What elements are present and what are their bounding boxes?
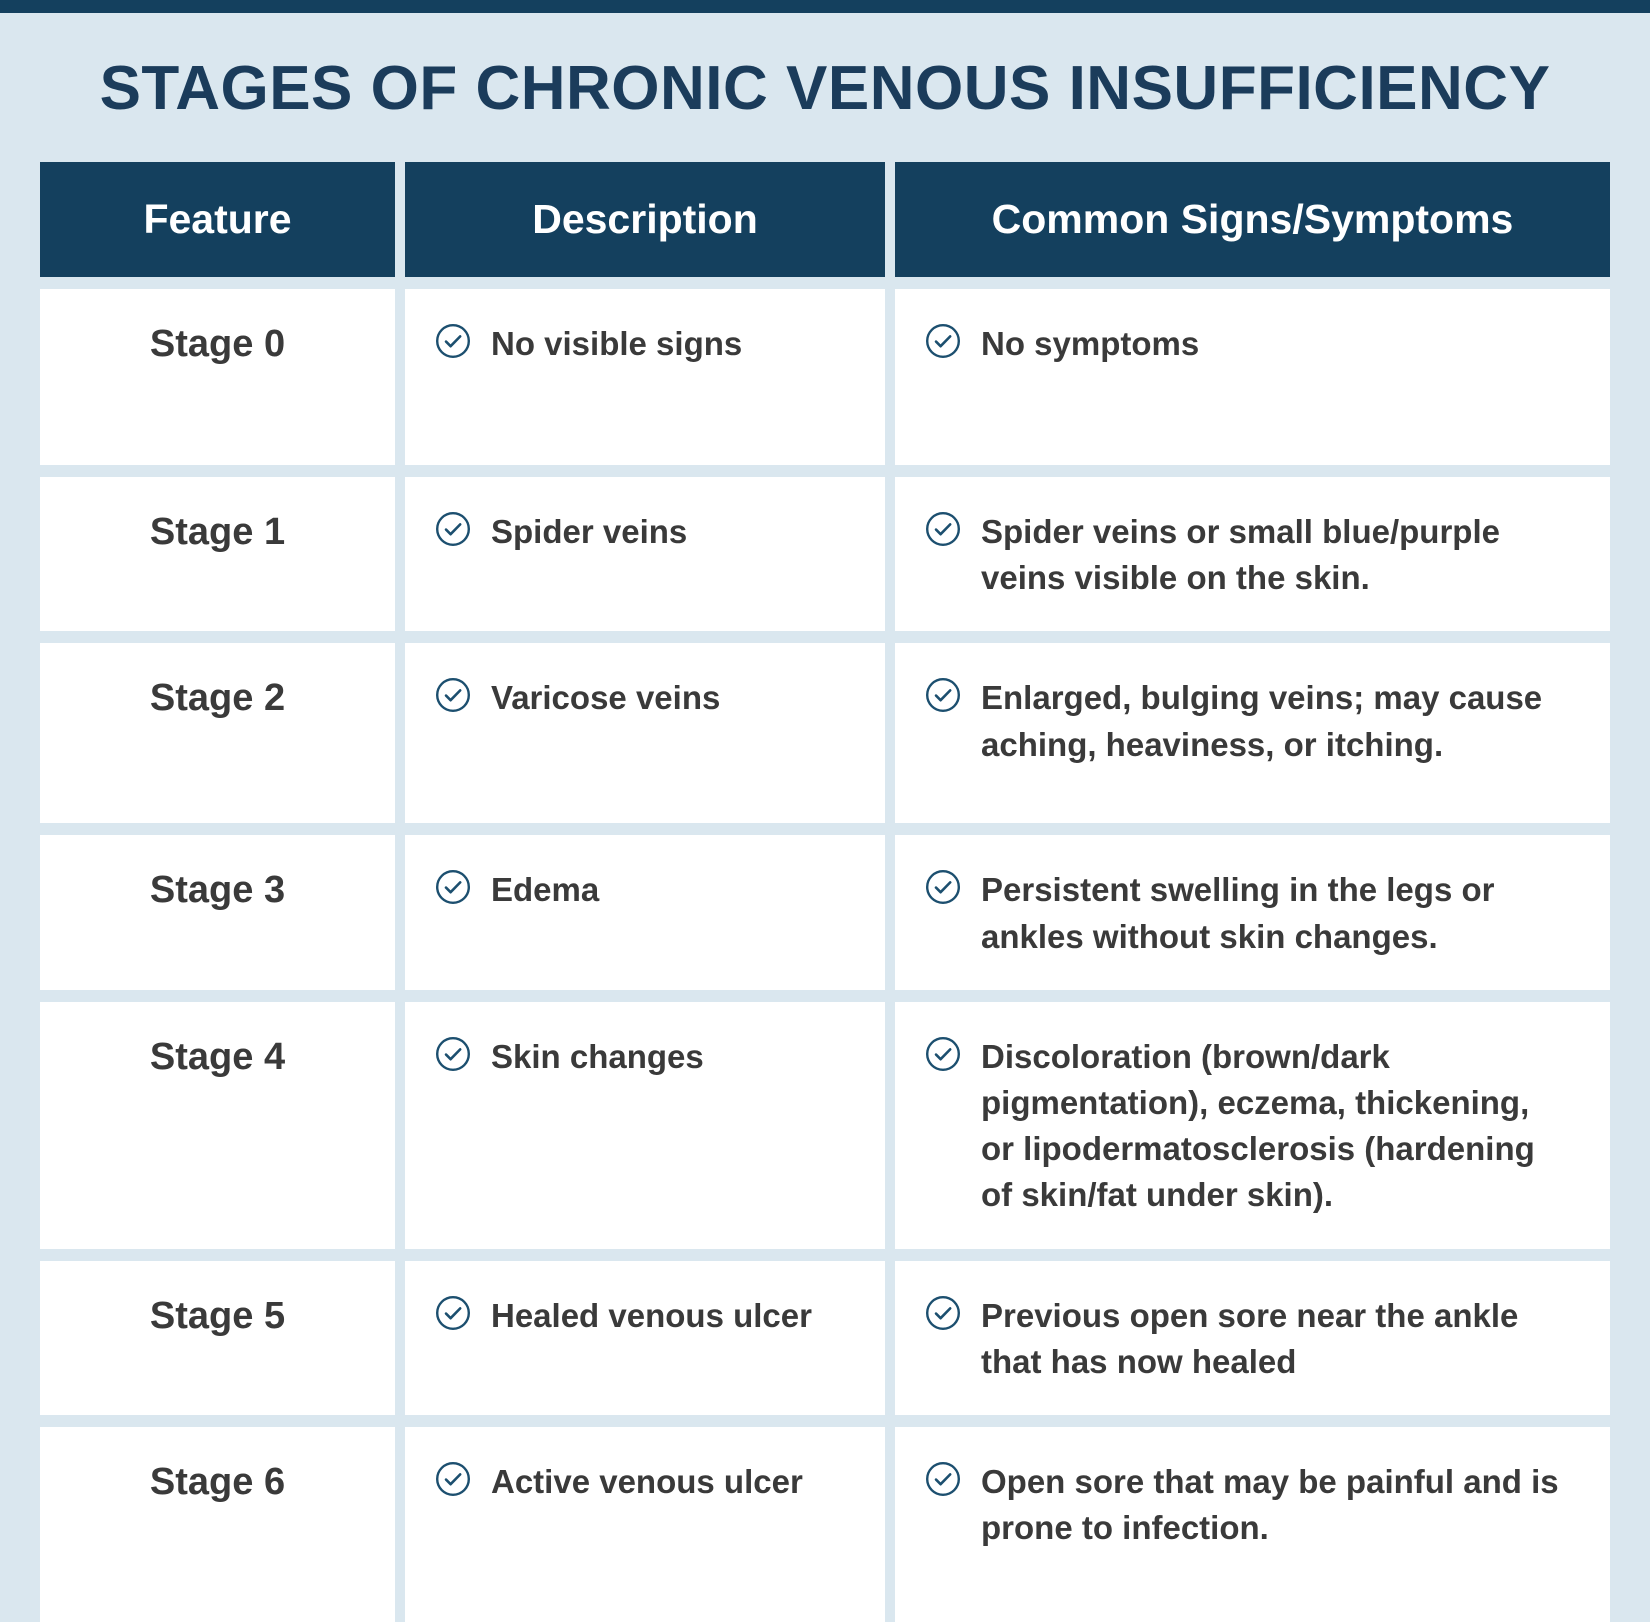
description-cell: Skin changes: [405, 1001, 885, 1249]
stage-label: Stage 6: [40, 1426, 395, 1622]
stage-label: Stage 3: [40, 835, 395, 990]
symptoms-text: Discoloration (brown/dark pigmentation),…: [981, 1037, 1535, 1214]
table-row: Stage 4 Skin changes Discoloration (brow…: [40, 1001, 1610, 1249]
check-circle-icon: [435, 1461, 471, 1497]
description-cell: Healed venous ulcer: [405, 1260, 885, 1415]
stage-label: Stage 2: [40, 643, 395, 824]
symptoms-cell: Persistent swelling in the legs or ankle…: [895, 835, 1610, 990]
symptoms-text: No symptoms: [981, 325, 1200, 362]
stage-label: Stage 4: [40, 1001, 395, 1249]
check-circle-icon: [925, 323, 961, 359]
header-description: Description: [405, 162, 885, 277]
table-row: Stage 3 Edema Persistent swelling in the…: [40, 835, 1610, 990]
check-circle-icon: [435, 869, 471, 905]
check-circle-icon: [435, 511, 471, 547]
check-circle-icon: [925, 511, 961, 547]
stages-table: Feature Description Common Signs/Symptom…: [40, 162, 1610, 1622]
table-row: Stage 6 Active venous ulcer Open sore th…: [40, 1426, 1610, 1622]
symptoms-cell: Spider veins or small blue/purple veins …: [895, 477, 1610, 632]
check-circle-icon: [435, 677, 471, 713]
description-cell: Active venous ulcer: [405, 1426, 885, 1622]
header-symptoms: Common Signs/Symptoms: [895, 162, 1610, 277]
description-cell: No visible signs: [405, 289, 885, 465]
page-title: STAGES OF CHRONIC VENOUS INSUFFICIENCY: [99, 54, 1551, 123]
description-text: Skin changes: [491, 1037, 704, 1075]
check-circle-icon: [925, 869, 961, 905]
table-row: Stage 2 Varicose veins Enlarged, bulging…: [40, 643, 1610, 824]
symptoms-text: Previous open sore near the ankle that h…: [981, 1296, 1519, 1380]
stage-label: Stage 1: [40, 477, 395, 632]
symptoms-text: Spider veins or small blue/purple veins …: [981, 513, 1500, 597]
table-row: Stage 5 Healed venous ulcer Previous ope…: [40, 1260, 1610, 1415]
check-circle-icon: [435, 1036, 471, 1072]
stage-label: Stage 5: [40, 1260, 395, 1415]
check-circle-icon: [925, 1295, 961, 1331]
stage-label: Stage 0: [40, 289, 395, 465]
check-circle-icon: [925, 1036, 961, 1072]
symptoms-text: Persistent swelling in the legs or ankle…: [981, 871, 1495, 955]
description-text: Active venous ulcer: [491, 1462, 803, 1500]
check-circle-icon: [925, 1461, 961, 1497]
description-text: Edema: [491, 871, 600, 909]
check-circle-icon: [925, 677, 961, 713]
check-circle-icon: [435, 323, 471, 359]
check-circle-icon: [435, 1295, 471, 1331]
symptoms-text: Open sore that may be painful and is pro…: [981, 1462, 1559, 1547]
description-cell: Edema: [405, 835, 885, 990]
table-row: Stage 1 Spider veins Spider veins or sma…: [40, 477, 1610, 632]
description-cell: Spider veins: [405, 477, 885, 632]
symptoms-cell: Enlarged, bulging veins; may cause achin…: [895, 643, 1610, 824]
symptoms-cell: Previous open sore near the ankle that h…: [895, 1260, 1610, 1415]
symptoms-cell: No symptoms: [895, 289, 1610, 465]
symptoms-cell: Open sore that may be painful and is pro…: [895, 1426, 1610, 1622]
symptoms-text: Enlarged, bulging veins; may cause achin…: [981, 679, 1543, 763]
symptoms-cell: Discoloration (brown/dark pigmentation),…: [895, 1001, 1610, 1249]
description-text: No visible signs: [491, 325, 743, 362]
table-row: Stage 0 No visible signs No symptoms: [40, 289, 1610, 465]
description-text: Varicose veins: [491, 679, 721, 717]
table-header-row: Feature Description Common Signs/Symptom…: [40, 162, 1610, 277]
description-text: Spider veins: [491, 513, 688, 550]
header-feature: Feature: [40, 162, 395, 277]
top-accent-bar: [0, 0, 1650, 13]
description-cell: Varicose veins: [405, 643, 885, 824]
description-text: Healed venous ulcer: [491, 1296, 812, 1334]
